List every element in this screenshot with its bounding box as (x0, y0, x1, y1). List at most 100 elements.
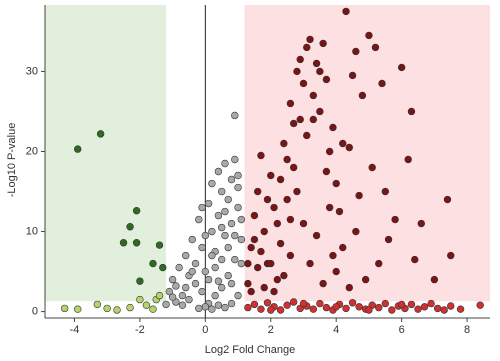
point (175, 263, 183, 272)
point (224, 271, 232, 280)
point (303, 43, 311, 52)
point (299, 299, 308, 308)
threshold-region (45, 5, 167, 302)
x-tick-label: -2 (135, 324, 145, 336)
point (329, 251, 337, 260)
point (136, 277, 144, 285)
y-tick-label: 30 (26, 65, 38, 77)
point (208, 227, 216, 236)
point (273, 219, 282, 228)
point (227, 219, 236, 228)
point (119, 239, 128, 247)
point (227, 299, 236, 308)
point (178, 291, 187, 300)
point (342, 7, 350, 16)
point (420, 303, 429, 311)
point (211, 291, 219, 300)
point (263, 299, 272, 307)
point (335, 207, 344, 216)
point (404, 155, 412, 164)
point (257, 151, 265, 160)
point (342, 304, 350, 313)
point (325, 203, 334, 212)
point (204, 275, 213, 284)
point (224, 195, 232, 204)
point (316, 299, 324, 308)
point (227, 175, 236, 184)
point (286, 215, 295, 224)
point (447, 302, 455, 310)
point (322, 303, 331, 312)
point (375, 303, 383, 312)
point (208, 179, 216, 188)
point (365, 306, 373, 314)
point (234, 171, 242, 180)
point (276, 175, 285, 184)
point (325, 147, 334, 156)
point (253, 187, 262, 196)
point (417, 219, 425, 228)
point (283, 195, 291, 204)
point (339, 139, 347, 148)
point (198, 243, 206, 252)
point (74, 305, 82, 313)
point (289, 163, 298, 172)
point (132, 207, 141, 215)
point (348, 299, 357, 307)
point (456, 305, 465, 313)
point (247, 243, 255, 252)
point (221, 207, 229, 216)
x-tick-label: -4 (70, 324, 80, 336)
point (155, 241, 164, 249)
point (375, 259, 383, 268)
point (289, 119, 298, 128)
point (267, 171, 275, 180)
point (263, 195, 272, 204)
point (188, 235, 196, 244)
point (319, 39, 327, 48)
point (447, 251, 455, 260)
point (365, 31, 373, 40)
point (283, 301, 291, 309)
point (217, 187, 226, 196)
point (286, 251, 295, 260)
point (397, 300, 406, 309)
point (319, 279, 327, 288)
point (168, 275, 177, 284)
point (221, 231, 229, 240)
point (433, 304, 442, 313)
point (339, 243, 347, 252)
point (345, 143, 354, 152)
point (237, 259, 246, 268)
point (227, 279, 236, 288)
point (234, 203, 242, 212)
point (149, 305, 157, 313)
point (332, 179, 340, 188)
point (309, 305, 318, 313)
point (260, 283, 268, 292)
point (244, 259, 252, 268)
point (74, 145, 82, 153)
x-tick-label: 4 (333, 324, 339, 336)
point (185, 295, 193, 304)
point (142, 301, 151, 309)
point (204, 199, 213, 208)
y-tick-label: 10 (26, 225, 38, 237)
threshold-region (244, 5, 490, 302)
point (368, 163, 376, 172)
point (303, 131, 311, 140)
point (217, 283, 226, 292)
point (276, 306, 285, 314)
point (411, 255, 419, 264)
point (191, 279, 200, 288)
point (214, 211, 223, 220)
point (103, 304, 111, 313)
point (352, 227, 360, 236)
point (231, 255, 239, 264)
point (329, 123, 337, 132)
point (270, 203, 278, 212)
point (384, 235, 393, 244)
point (316, 107, 324, 116)
point (195, 215, 203, 224)
